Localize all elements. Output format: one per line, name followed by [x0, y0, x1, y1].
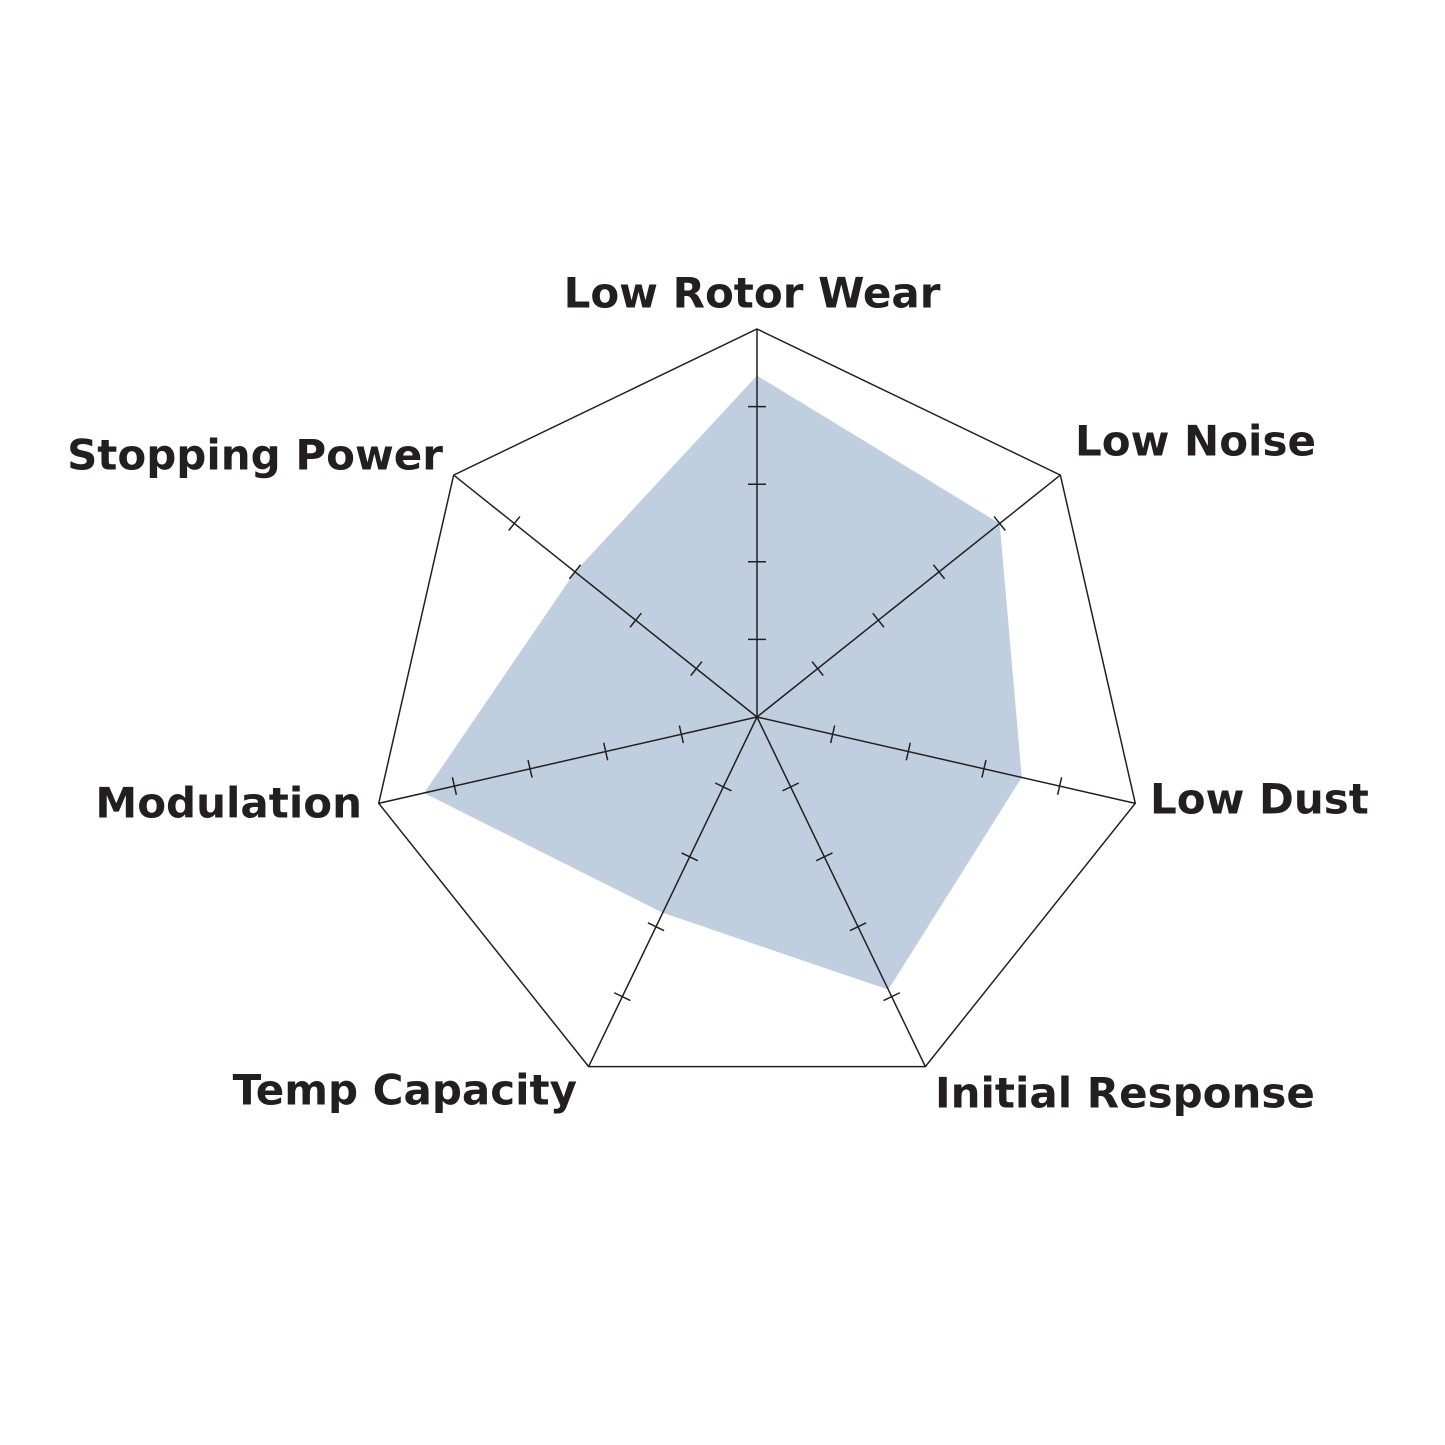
tick-mark [829, 725, 836, 744]
tick-mark [815, 852, 833, 862]
category-label: Stopping Power [67, 431, 443, 480]
tick-mark [681, 852, 699, 862]
tick-mark [905, 742, 912, 761]
tick-mark [568, 564, 582, 580]
category-label: Modulation [95, 779, 362, 828]
axis-spoke [587, 716, 758, 1067]
category-label: Initial Response [935, 1069, 1315, 1118]
tick-mark [872, 612, 885, 628]
tick-mark [714, 782, 732, 792]
tick-mark [508, 515, 521, 531]
tick-mark [451, 777, 458, 796]
category-label: Low Rotor Wear [564, 269, 941, 318]
axis-spoke [756, 716, 927, 1067]
tick-mark [811, 661, 824, 677]
tick-mark [782, 782, 800, 792]
axis-spoke [453, 474, 758, 718]
tick-mark [849, 922, 867, 932]
tick-mark [629, 612, 642, 628]
axis-spoke [756, 474, 1061, 718]
data-area [424, 375, 1022, 990]
tick-mark [1056, 777, 1063, 796]
tick-mark [527, 759, 533, 778]
tick-mark [647, 922, 665, 932]
tick-mark [602, 742, 609, 761]
tick-mark [690, 661, 703, 677]
frame [377, 328, 1137, 1068]
tick-mark [932, 564, 946, 580]
tick-mark [993, 515, 1006, 531]
axis-spoke [756, 716, 1136, 805]
category-label: Low Noise [1075, 417, 1316, 466]
tick-mark [981, 759, 987, 778]
category-label: Low Dust [1150, 775, 1369, 824]
tick-mark [613, 992, 631, 1002]
tick-mark [678, 725, 685, 744]
category-label: Temp Capacity [233, 1066, 577, 1115]
tick-mark [883, 992, 901, 1002]
axis-spoke [378, 716, 758, 805]
